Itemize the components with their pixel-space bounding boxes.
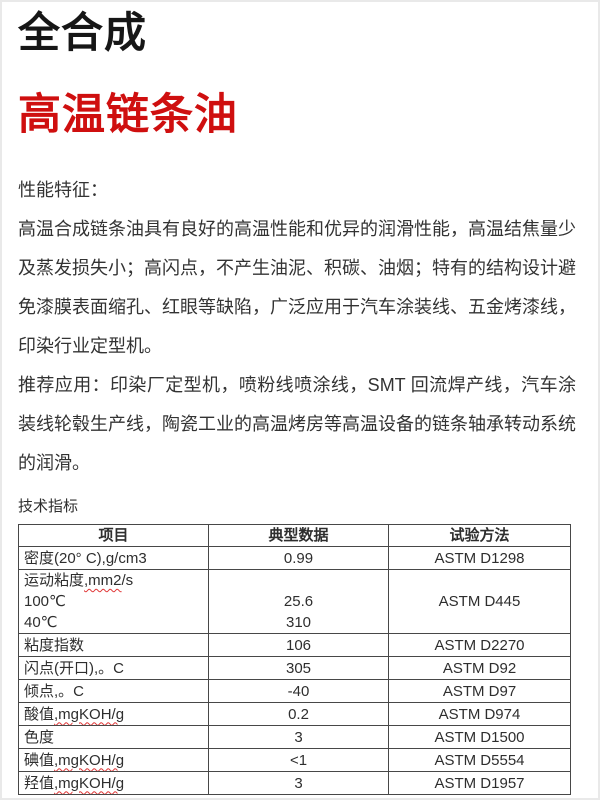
spec-item-cell: 色度 [18, 725, 209, 749]
col-header-test-method: 试验方法 [388, 524, 571, 547]
table-header-row: 项目 典型数据 试验方法 [18, 524, 571, 547]
spec-item-cell: 倾点,。C [18, 679, 209, 703]
spellcheck-wavy-underline: ,mgKOH/g [54, 751, 125, 769]
spec-item-cell: 闪点(开口),。C [18, 656, 209, 680]
spec-value-cell: 3 [208, 725, 389, 749]
features-heading: 性能特征： [18, 180, 108, 200]
spec-method-cell: ASTM D1500 [388, 725, 571, 749]
spec-method-cell: ASTM D445 [388, 569, 571, 634]
spec-item-cell: 酸值,mgKOH/g [18, 702, 209, 726]
spec-method-cell: ASTM D97 [388, 679, 571, 703]
table-row: 粘度指数 106 ASTM D2270 [18, 633, 571, 657]
spec-item-cell: 粘度指数 [18, 633, 209, 657]
spec-method-cell: ASTM D2270 [388, 633, 571, 657]
body-text-block: 性能特征： 高温合成链条油具有良好的高温性能和优异的润滑性能，高温结焦量少及蒸发… [18, 171, 576, 483]
spec-value-cell: -40 [208, 679, 389, 703]
spec-method-cell: ASTM D1957 [388, 771, 571, 795]
spec-value-cell: 106 [208, 633, 389, 657]
spec-item-cell: 碘值,mgKOH/g [18, 748, 209, 772]
spec-value-cell: 0.99 [208, 546, 389, 570]
spec-value-cell: <1 [208, 748, 389, 772]
spec-method-cell: ASTM D974 [388, 702, 571, 726]
spec-item-cell: 密度(20° C),g/cm3 [18, 546, 209, 570]
spellcheck-wavy-underline: ,mm2 [84, 572, 122, 589]
table-row: 闪点(开口),。C 305 ASTM D92 [18, 656, 571, 680]
col-header-typical-data: 典型数据 [208, 524, 389, 547]
product-series-title: 全合成 [18, 9, 148, 56]
table-row: 运动粘度,mm2/s 100℃ 40℃ 25.6 310 ASTM D445 [18, 569, 571, 634]
spec-value-cell: 3 [208, 771, 389, 795]
spec-table-caption: 技术指标 [18, 498, 79, 515]
table-row: 密度(20° C),g/cm3 0.99 ASTM D1298 [18, 546, 571, 570]
spec-table: 项目 典型数据 试验方法 密度(20° C),g/cm3 0.99 ASTM D12… [18, 524, 571, 795]
table-row: 碘值,mgKOH/g <1 ASTM D5554 [18, 748, 571, 772]
spec-value-cell: 25.6 310 [208, 569, 389, 634]
table-row: 倾点,。C -40 ASTM D97 [18, 679, 571, 703]
spec-method-cell: ASTM D92 [388, 656, 571, 680]
applications-paragraph: 推荐应用：印染厂定型机，喷粉线喷涂线，SMT 回流焊产线，汽车涂装线轮毂生产线，… [18, 375, 576, 473]
product-name-title: 高温链条油 [18, 91, 238, 139]
table-row: 酸值,mgKOH/g 0.2 ASTM D974 [18, 702, 571, 726]
spec-item-cell: 羟值,mgKOH/g [18, 771, 209, 795]
col-header-item: 项目 [18, 524, 209, 547]
features-paragraph: 高温合成链条油具有良好的高温性能和优异的润滑性能，高温结焦量少及蒸发损失小；高闪… [18, 219, 576, 356]
table-row: 色度 3 ASTM D1500 [18, 725, 571, 749]
spec-method-cell: ASTM D1298 [388, 546, 571, 570]
spec-item-cell: 运动粘度,mm2/s 100℃ 40℃ [18, 569, 209, 634]
spec-value-cell: 0.2 [208, 702, 389, 726]
spellcheck-wavy-underline: ,mgKOH/g [54, 705, 125, 723]
spec-value-cell: 305 [208, 656, 389, 680]
spellcheck-wavy-underline: ,mgKOH/g [54, 774, 125, 792]
spec-method-cell: ASTM D5554 [388, 748, 571, 772]
table-row: 羟值,mgKOH/g 3 ASTM D1957 [18, 771, 571, 795]
